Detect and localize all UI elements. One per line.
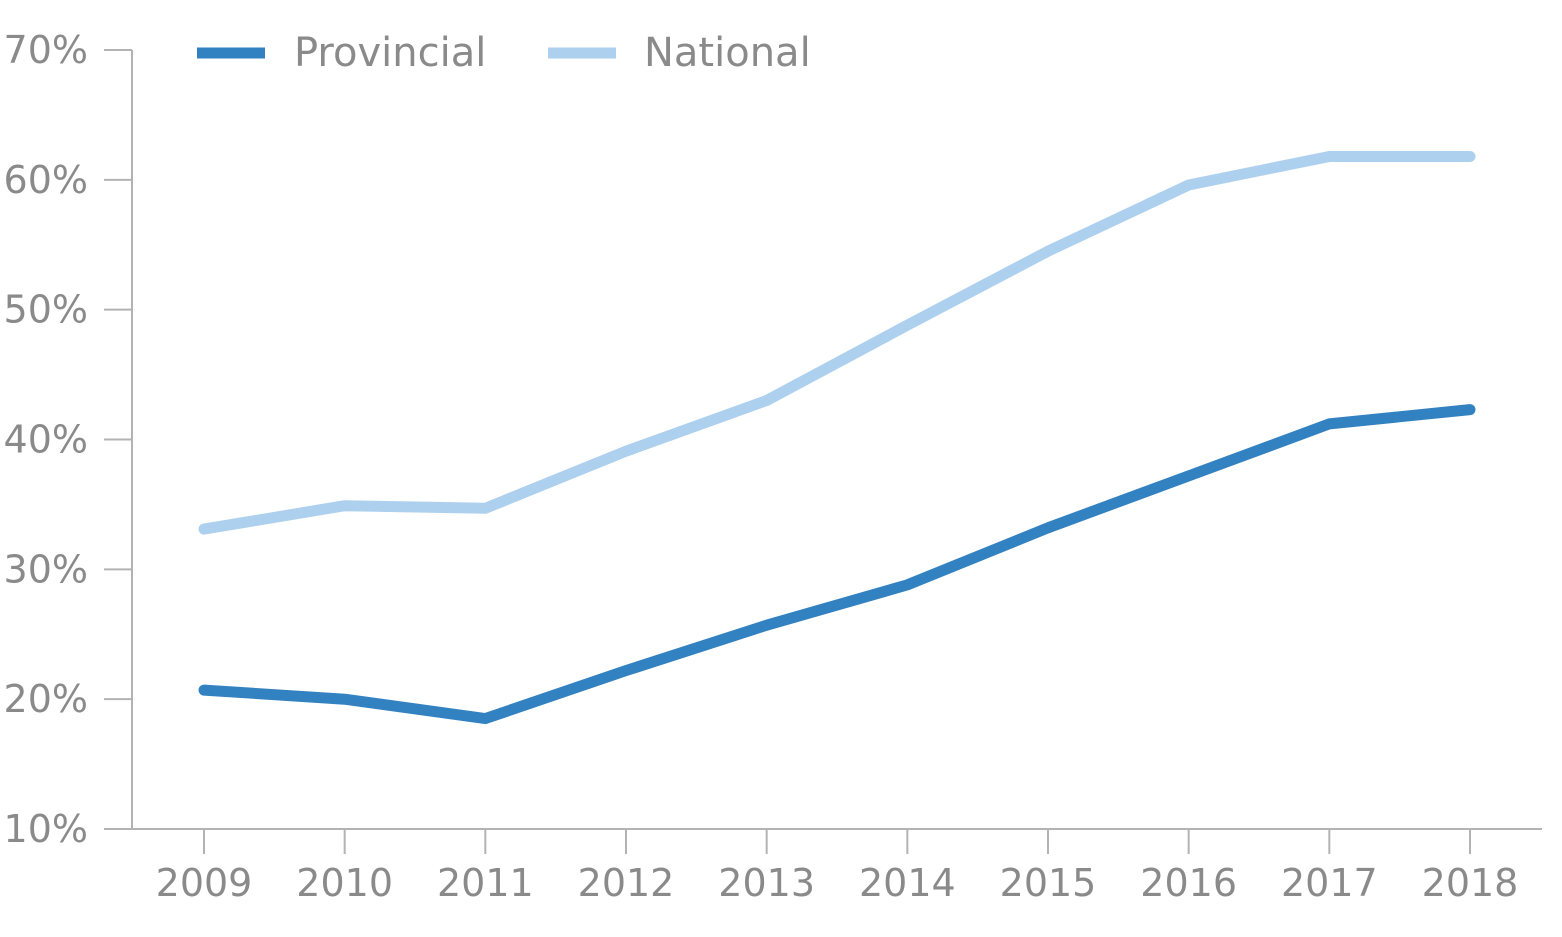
legend: Provincial National	[197, 30, 811, 76]
x-tick-label: 2016	[1140, 861, 1237, 905]
x-tick-label: 2015	[1000, 861, 1097, 905]
y-tick-label: 10%	[4, 807, 88, 851]
series-layer	[198, 151, 1476, 725]
series-line-national	[198, 151, 1476, 535]
axes	[131, 50, 1542, 830]
series-line-provincial	[198, 404, 1476, 725]
x-tick-label: 2013	[718, 861, 815, 905]
y-tick-label: 30%	[4, 547, 88, 591]
legend-label-provincial: Provincial	[294, 30, 486, 76]
y-tick-label: 20%	[4, 677, 88, 721]
x-tick-label: 2010	[296, 861, 393, 905]
x-tick-label: 2011	[437, 861, 534, 905]
y-tick-label: 70%	[4, 28, 88, 72]
y-axis-ticks: 10% 20% 30% 40% 50% 60% 70%	[4, 28, 132, 851]
y-tick-label: 50%	[4, 288, 88, 332]
x-axis-ticks: 2009 2010 2011 2012 2013 2014 2015 2016 2017 2018	[156, 829, 1519, 905]
x-tick-label: 2017	[1281, 861, 1378, 905]
x-tick-label: 2018	[1422, 861, 1519, 905]
y-tick-label: 40%	[4, 418, 88, 462]
y-tick-label: 60%	[4, 158, 88, 202]
x-tick-label: 2014	[859, 861, 956, 905]
legend-label-national: National	[644, 30, 811, 76]
x-tick-label: 2009	[156, 861, 253, 905]
x-tick-label: 2012	[578, 861, 675, 905]
